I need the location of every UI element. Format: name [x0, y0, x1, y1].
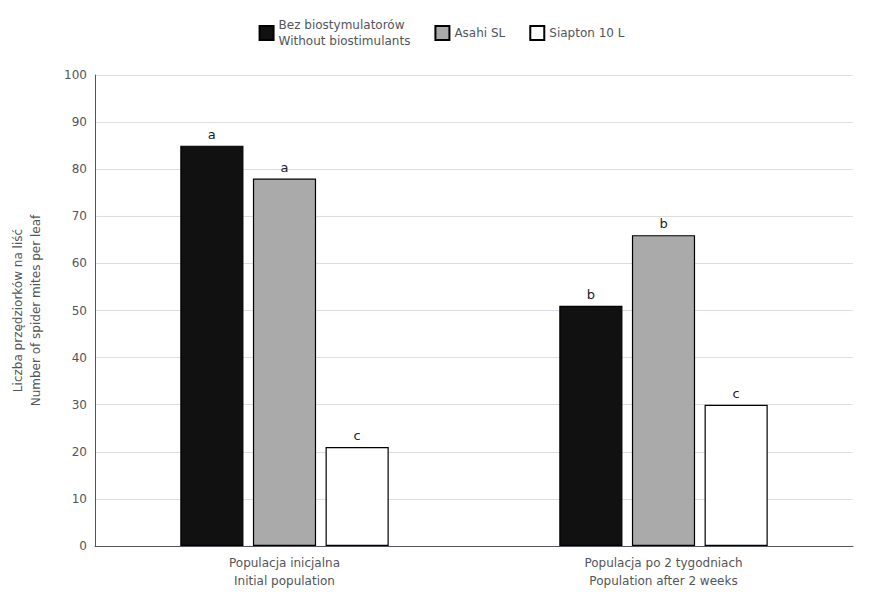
svg-text:Populacja po 2 tygodniach: Populacja po 2 tygodniach	[584, 556, 742, 570]
svg-text:c: c	[354, 428, 361, 443]
svg-text:Populacja inicjalna: Populacja inicjalna	[229, 556, 340, 570]
svg-text:Asahi SL: Asahi SL	[454, 26, 505, 40]
svg-text:50: 50	[72, 304, 87, 318]
svg-text:Number of spider mites per lea: Number of spider mites per leaf	[29, 214, 43, 406]
svg-text:0: 0	[79, 539, 87, 553]
svg-text:Initial population: Initial population	[234, 574, 335, 588]
svg-text:70: 70	[72, 209, 87, 223]
svg-text:80: 80	[72, 162, 87, 176]
svg-text:90: 90	[72, 115, 87, 129]
svg-text:b: b	[587, 287, 595, 302]
svg-text:10: 10	[72, 492, 87, 506]
svg-text:a: a	[281, 160, 289, 175]
svg-text:60: 60	[72, 256, 87, 270]
svg-text:20: 20	[72, 445, 87, 459]
svg-text:a: a	[208, 127, 216, 142]
svg-text:Siapton 10 L: Siapton 10 L	[549, 26, 624, 40]
svg-text:Population after 2 weeks: Population after 2 weeks	[589, 574, 737, 588]
svg-text:30: 30	[72, 398, 87, 412]
svg-text:b: b	[659, 216, 667, 231]
svg-text:c: c	[733, 386, 740, 401]
svg-text:Without biostimulants: Without biostimulants	[279, 34, 411, 48]
svg-text:Bez biostymulatorów: Bez biostymulatorów	[279, 18, 405, 32]
svg-text:Liczba przędziorków na liść: Liczba przędziorków na liść	[11, 229, 25, 392]
svg-text:40: 40	[72, 351, 87, 365]
svg-text:100: 100	[64, 68, 87, 82]
